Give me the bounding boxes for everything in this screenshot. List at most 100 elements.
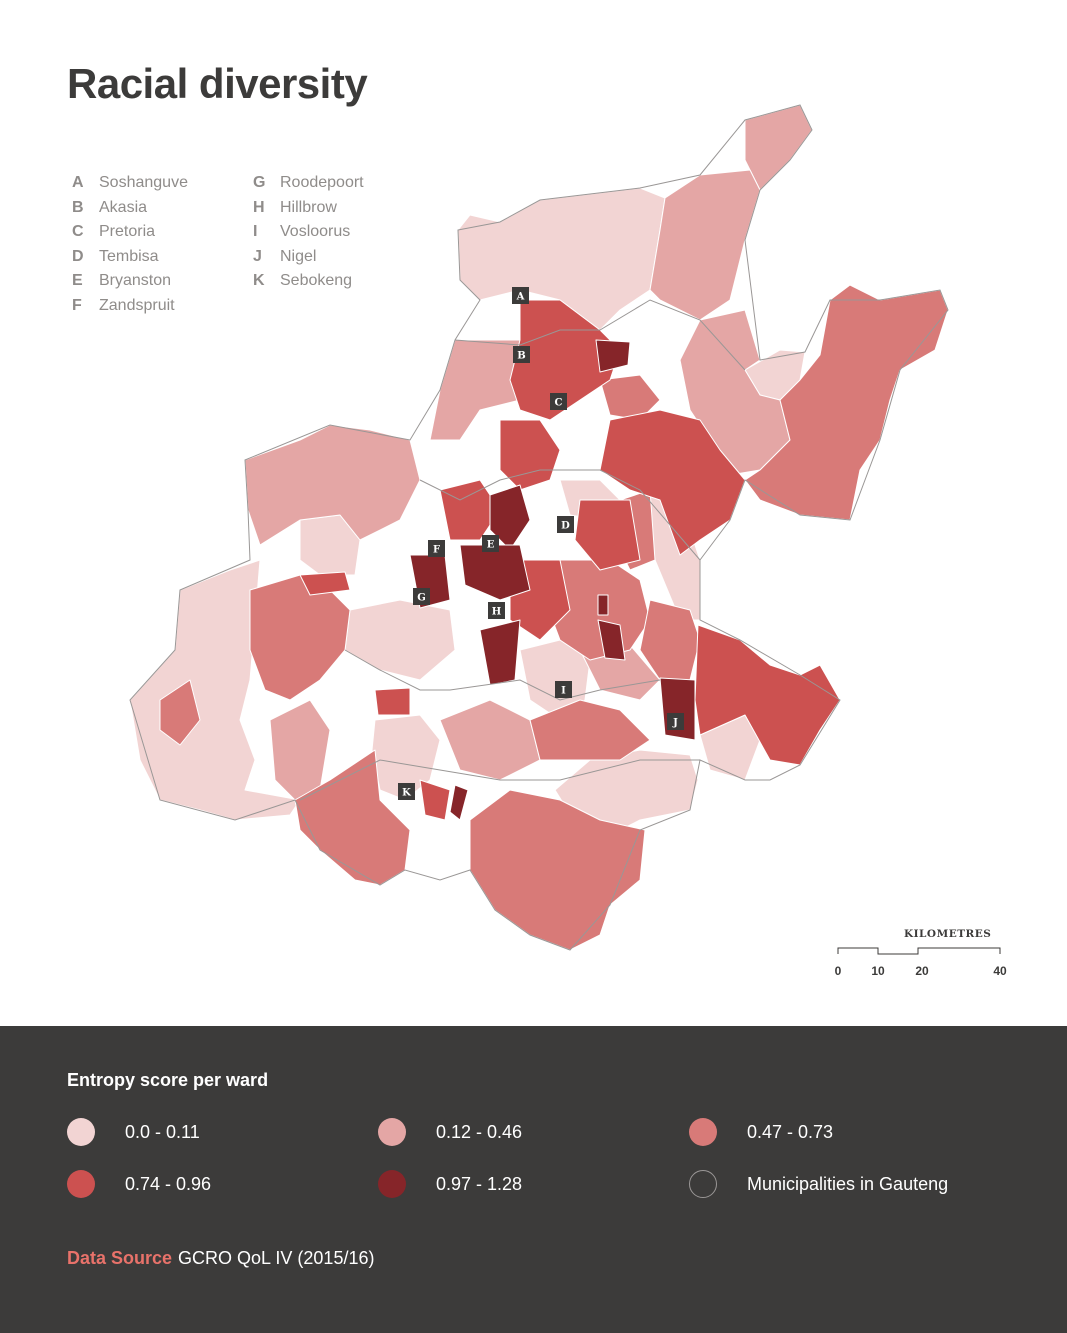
scale-bar-tick: 40	[993, 964, 1007, 978]
map-marker-d	[557, 516, 574, 533]
map-marker-i-label: I	[561, 686, 566, 697]
legend-label: Municipalities in Gauteng	[747, 1174, 949, 1194]
place-key-item: G Roodepoort	[253, 174, 364, 199]
ward-region	[659, 677, 696, 741]
place-key-name: Zandspruit	[99, 296, 175, 314]
map-marker-f-label: F	[433, 545, 440, 556]
place-key-name: Nigel	[280, 247, 317, 265]
ward-region	[574, 499, 641, 571]
place-key-letter: J	[253, 247, 262, 265]
map-marker-g-label: G	[417, 593, 426, 604]
place-key-letter: C	[72, 223, 84, 241]
place-key-name: Vosloorus	[280, 223, 351, 241]
ward-region	[499, 419, 561, 491]
place-key-letter: I	[253, 223, 258, 241]
ward-region	[489, 484, 531, 551]
place-key-item: D Tembisa	[72, 248, 188, 273]
place-key-item: E Bryanston	[72, 272, 188, 297]
map-marker-f	[428, 540, 445, 557]
place-key-item: B Akasia	[72, 199, 188, 224]
municipality-boundary	[344, 649, 661, 701]
ward-region	[344, 599, 456, 681]
place-key-name: Akasia	[99, 198, 148, 216]
legend-swatch	[67, 1170, 95, 1198]
place-key-item: K Sebokeng	[253, 272, 364, 297]
map-marker-e	[482, 535, 499, 552]
place-key-item: F Zandspruit	[72, 297, 188, 322]
place-key-name: Hillbrow	[280, 198, 337, 216]
ward-region	[529, 699, 651, 761]
place-key-item: C Pretoria	[72, 223, 188, 248]
data-source-label: Data Source	[67, 1248, 173, 1268]
place-key-name: Bryanston	[99, 272, 172, 290]
place-key-name: Soshanguve	[99, 174, 188, 191]
place-key-item: I Vosloorus	[253, 223, 364, 248]
place-key-name: Tembisa	[99, 247, 159, 265]
ward-region	[159, 679, 201, 746]
place-key-letter: B	[72, 198, 84, 216]
map-marker-a-label: A	[516, 292, 525, 303]
ward-region	[459, 544, 531, 601]
ward-region	[694, 624, 841, 766]
place-key-column-2: G Roodepoort H Hillbrow I Vosloorus J Nigel …	[253, 174, 364, 297]
legend-swatch	[378, 1170, 406, 1198]
municipality-boundary	[419, 469, 701, 561]
legend-label: 0.0 - 0.11	[125, 1122, 200, 1142]
map-marker-e-label: E	[487, 540, 495, 551]
map-marker-k-label: K	[402, 788, 411, 799]
data-source-value: GCRO QoL IV (2015/16)	[178, 1248, 375, 1268]
scale-bar-tick: 0	[834, 964, 842, 978]
place-key-letter: F	[72, 296, 82, 314]
map-marker-h-label: H	[492, 607, 501, 618]
map-marker-d-label: D	[561, 521, 570, 532]
ward-region	[419, 779, 451, 821]
place-key-item: J Nigel	[253, 248, 364, 273]
place-key-letter: E	[72, 272, 83, 290]
ward-region	[439, 699, 541, 781]
place-key-name: Sebokeng	[280, 272, 353, 290]
map-marker-j-label: J	[672, 718, 678, 729]
map-marker-g	[413, 588, 430, 605]
gauteng-ward-map: A B C D E F G H I J K	[129, 104, 949, 951]
ward-region	[449, 784, 469, 821]
municipality-boundary	[299, 759, 700, 801]
ward-region	[479, 619, 521, 686]
ward-region	[597, 594, 609, 616]
ward-region	[299, 571, 351, 596]
place-key-letter: D	[72, 247, 84, 265]
municipality-boundary	[454, 299, 746, 371]
map-marker-h	[488, 602, 505, 619]
legend-label: 0.97 - 1.28	[436, 1174, 523, 1194]
legend-swatch-outline	[689, 1170, 717, 1198]
map-marker-a	[512, 287, 529, 304]
legend-swatch	[67, 1118, 95, 1146]
map-marker-b	[513, 346, 530, 363]
map-marker-i	[555, 681, 572, 698]
map-marker-j	[667, 713, 684, 730]
map-marker-c-label: C	[555, 398, 563, 409]
legend-label: 0.12 - 0.46	[436, 1122, 523, 1142]
ward-region	[597, 619, 626, 661]
ward-region	[649, 169, 761, 321]
scale-bar: KILOMETRES 0 10 20 40	[830, 928, 1020, 988]
ward-region	[595, 339, 631, 373]
legend-footer: Entropy score per ward 0.0 - 0.11 0.12 -…	[0, 1026, 1067, 1333]
legend-label: 0.47 - 0.73	[747, 1122, 834, 1142]
map-marker-b-label: B	[517, 351, 525, 362]
legend-swatch	[378, 1118, 406, 1146]
place-key-letter: K	[253, 272, 265, 290]
scale-bar-tick: 20	[915, 964, 929, 978]
scale-bar-tick: 10	[871, 964, 885, 978]
place-key-name: Roodepoort	[280, 174, 364, 191]
place-key-item: H Hillbrow	[253, 199, 364, 224]
ward-region	[374, 687, 411, 716]
map-marker-k	[398, 783, 415, 800]
map-title: Racial diversity	[67, 60, 368, 107]
place-key-letter: G	[253, 174, 266, 191]
data-source: Data Source GCRO QoL IV (2015/16)	[67, 1248, 374, 1269]
place-key-column-1: A Soshanguve B Akasia C Pretoria D Tembisa E…	[72, 174, 188, 322]
municipality-boundary	[129, 104, 949, 951]
legend-swatch	[689, 1118, 717, 1146]
ward-region	[599, 374, 661, 421]
ward-region	[599, 409, 746, 556]
